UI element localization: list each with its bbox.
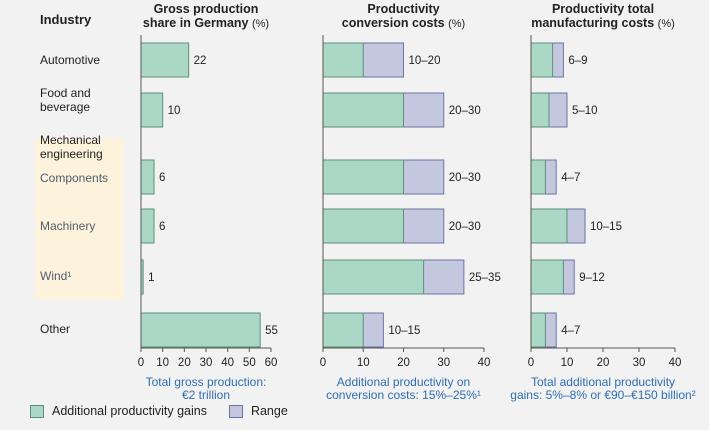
industry-label-3: Components — [40, 171, 108, 185]
x-tick-label: 10 — [156, 357, 169, 369]
industry-label-line: Machinery — [40, 219, 95, 233]
panel-footnote-line1: Total additional productivity — [531, 375, 675, 389]
industry-label-0: Automotive — [40, 53, 100, 67]
panel-footnote-line2: conversion costs: 15%–25%¹ — [326, 388, 481, 402]
x-tick-label: 0 — [320, 357, 326, 369]
industry-label-2: Mechanical engineering — [40, 133, 103, 161]
x-tick-label: 10 — [357, 357, 370, 369]
industry-label-line: Components — [40, 171, 108, 185]
industry-label-5: Wind¹ — [40, 269, 71, 283]
industry-label-line: engineering — [40, 147, 103, 161]
bar-label-1: 20–30 — [449, 105, 481, 117]
x-tick-label: 30 — [437, 357, 450, 369]
panel-title-unit: (%) — [658, 18, 675, 30]
panel-footnote-line2: €2 trillion — [182, 388, 230, 402]
panel-title-unit: (%) — [448, 18, 465, 30]
industry-label-1: Food and beverage — [40, 86, 91, 114]
bar-2 — [140, 159, 155, 195]
bar-label-3: 6 — [159, 221, 165, 233]
industry-label-line: Other — [40, 322, 70, 336]
industry-header: Industry — [40, 12, 92, 27]
panel-title-line1: Gross production — [154, 2, 259, 16]
legend-range: Range — [228, 404, 288, 418]
x-tick-label: 0 — [138, 357, 144, 369]
x-tick-label: 10 — [561, 357, 574, 369]
bar-gain-0 — [322, 42, 364, 78]
industry-label-line: Mechanical — [40, 133, 101, 147]
legend: Additional productivity gains Range — [30, 404, 310, 418]
panel-title-unit: (%) — [252, 18, 269, 30]
panel-footnote-line2: gains: 5%–8% or €90–€150 billion² — [510, 388, 695, 402]
industry-label-line: Wind¹ — [40, 269, 71, 283]
x-tick-label: 30 — [200, 357, 213, 369]
x-tick-label: 60 — [265, 357, 278, 369]
bar-label-5: 4–7 — [561, 325, 580, 337]
panel-title-line2: share in Germany (%) — [143, 16, 269, 30]
legend-range-swatch — [228, 404, 243, 418]
panel-title-line2: manufacturing costs (%) — [531, 16, 675, 30]
bar-0 — [140, 42, 190, 78]
bar-gain-3 — [530, 208, 568, 244]
bar-label-3: 10–15 — [590, 221, 622, 233]
industry-label-4: Machinery — [40, 219, 95, 233]
x-tick-label: 20 — [397, 357, 410, 369]
panel-title-line2: conversion costs (%) — [342, 16, 465, 30]
x-tick-label: 20 — [178, 357, 191, 369]
x-tick-label: 40 — [221, 357, 234, 369]
bar-label-1: 10 — [168, 105, 181, 117]
panel-footnote-line1: Total gross production: — [146, 375, 267, 389]
bar-gain-5 — [322, 312, 364, 348]
bar-label-4: 1 — [148, 272, 154, 284]
bar-label-2: 4–7 — [561, 172, 580, 184]
bar-label-4: 25–35 — [469, 272, 501, 284]
bar-gain-2 — [322, 159, 404, 195]
legend-gain: Additional productivity gains — [30, 404, 207, 418]
bar-gain-2 — [530, 159, 546, 195]
industry-label-line: Automotive — [40, 53, 100, 67]
x-tick-label: 40 — [669, 357, 682, 369]
x-tick-label: 20 — [597, 357, 610, 369]
x-tick-label: 30 — [633, 357, 646, 369]
bar-3 — [140, 208, 155, 244]
panel-title-line1: Productivity — [367, 2, 439, 16]
x-tick-label: 50 — [243, 357, 256, 369]
bar-label-0: 22 — [194, 55, 207, 67]
bar-label-4: 9–12 — [579, 272, 605, 284]
bar-gain-5 — [530, 312, 546, 348]
legend-gain-label: Additional productivity gains — [52, 404, 207, 418]
bar-gain-0 — [530, 42, 554, 78]
bar-gain-1 — [322, 92, 404, 128]
panel-footnote-line1: Additional productivity on — [337, 375, 470, 389]
bar-label-5: 10–15 — [388, 325, 420, 337]
panel-title-line1: Productivity total — [552, 2, 654, 16]
bar-1 — [140, 92, 164, 128]
industry-label-6: Other — [40, 322, 70, 336]
industry-label-line: Food and — [40, 86, 91, 100]
bar-gain-1 — [530, 92, 550, 128]
bar-gain-3 — [322, 208, 404, 244]
bar-gain-4 — [530, 259, 564, 295]
bar-label-0: 6–9 — [568, 55, 587, 67]
bar-label-5: 55 — [265, 325, 278, 337]
bar-label-2: 6 — [159, 172, 165, 184]
bar-label-2: 20–30 — [449, 172, 481, 184]
x-tick-label: 40 — [478, 357, 491, 369]
bar-label-0: 10–20 — [409, 55, 441, 67]
bar-label-3: 20–30 — [449, 221, 481, 233]
legend-range-label: Range — [250, 404, 288, 418]
mechanical-engineering-highlight — [35, 138, 124, 300]
bar-5 — [140, 312, 261, 348]
industry-label-line: beverage — [40, 100, 90, 114]
legend-gain-swatch — [30, 404, 44, 418]
bar-gain-4 — [322, 259, 425, 295]
x-tick-label: 0 — [528, 357, 534, 369]
bar-label-1: 5–10 — [572, 105, 598, 117]
